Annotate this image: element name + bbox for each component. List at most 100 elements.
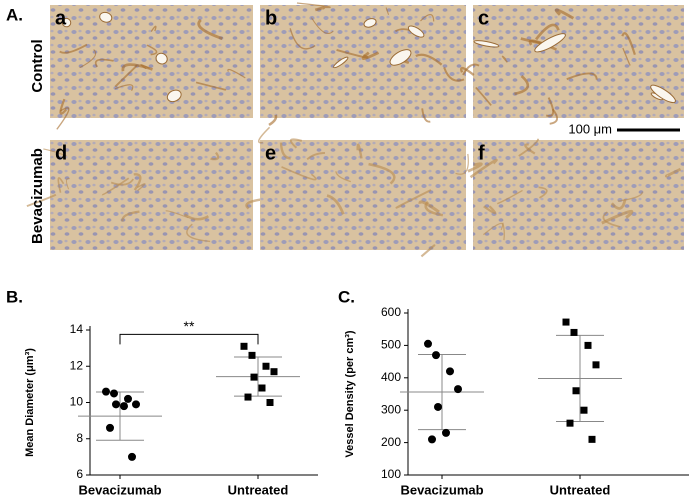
stroma (210, 151, 220, 161)
y-tick-label: 8 (76, 431, 83, 445)
stroma (460, 66, 475, 76)
y-axis-label: Mean Diameter (μm³) (24, 348, 36, 457)
stroma (137, 183, 146, 192)
stroma (57, 177, 65, 193)
point (434, 402, 442, 411)
point (110, 389, 118, 398)
stroma (549, 108, 558, 125)
panel-label: A. (6, 5, 23, 24)
point (570, 328, 578, 336)
stroma (311, 17, 334, 34)
vessel (155, 52, 168, 65)
stroma (665, 167, 682, 178)
stroma (165, 210, 189, 219)
stroma (566, 72, 598, 81)
point (580, 406, 588, 414)
stroma (601, 209, 634, 225)
stroma (197, 18, 223, 40)
stroma (314, 6, 326, 12)
stroma (469, 158, 498, 179)
point (266, 399, 274, 406)
stroma (56, 107, 70, 130)
y-tick-label: 500 (381, 338, 401, 352)
vessel (333, 56, 349, 69)
stroma (514, 74, 530, 96)
stroma (306, 152, 326, 160)
point (588, 435, 596, 443)
micrograph-bg (260, 140, 466, 250)
stroma (554, 8, 575, 20)
y-tick-label: 300 (381, 402, 401, 416)
vessel (99, 11, 113, 23)
x-tick-label: Bevacizumab (78, 482, 161, 497)
stroma (281, 166, 317, 181)
stroma (610, 198, 627, 210)
point (428, 435, 436, 444)
y-tick-label: 200 (381, 435, 401, 449)
stroma (289, 28, 316, 50)
point (102, 387, 110, 396)
micrograph-bg (473, 5, 684, 118)
stroma (421, 108, 431, 123)
point (592, 361, 600, 369)
stroma (336, 49, 369, 59)
micrograph: c (460, 5, 684, 125)
point (446, 367, 454, 376)
panel-letter: e (265, 142, 276, 164)
y-tick-label: 100 (381, 467, 401, 481)
stroma (279, 142, 291, 160)
stroma (518, 138, 540, 157)
point (572, 387, 580, 395)
stroma (617, 191, 643, 202)
micrograph: e (257, 126, 469, 258)
stroma (133, 173, 142, 191)
vessel (363, 18, 377, 28)
scale-bar-label: 100 μm (568, 121, 612, 136)
x-tick-label: Untreated (228, 482, 289, 497)
stroma (443, 67, 465, 82)
stroma (475, 86, 492, 106)
vessel (389, 49, 412, 66)
y-tick-label: 14 (70, 322, 84, 336)
stroma (415, 53, 443, 66)
stroma (462, 63, 480, 76)
micrograph: b (260, 2, 466, 127)
stroma (43, 148, 67, 157)
panel-letter: d (55, 142, 67, 164)
stroma (467, 162, 483, 173)
x-tick-label: Untreated (550, 482, 611, 497)
stroma (621, 32, 636, 56)
stroma (26, 193, 57, 207)
stroma (501, 55, 508, 63)
stroma (289, 138, 303, 149)
stroma (418, 200, 440, 214)
stroma (195, 81, 227, 91)
point (584, 341, 592, 349)
stroma (268, 114, 278, 127)
point (454, 385, 462, 394)
vessel (534, 33, 566, 53)
stroma (79, 49, 97, 69)
row-label: Bevacizumab (29, 148, 46, 244)
stroma (538, 186, 548, 199)
micrograph-bg (260, 5, 466, 118)
stroma (497, 189, 523, 205)
point (248, 351, 256, 359)
stroma (227, 68, 246, 79)
stroma (94, 58, 114, 68)
y-tick-label: 6 (76, 467, 83, 481)
stroma (110, 178, 134, 186)
stroma (59, 43, 88, 54)
vessel (473, 40, 500, 48)
vessel (166, 89, 182, 103)
stroma (150, 25, 157, 32)
row-label: Control (29, 39, 46, 92)
point (128, 452, 136, 461)
y-tick-label: 12 (70, 358, 84, 372)
micrograph-bg (50, 5, 253, 118)
stroma (535, 23, 560, 41)
stroma (361, 51, 380, 61)
stroma (186, 223, 211, 243)
point (120, 402, 128, 411)
point (244, 393, 252, 401)
